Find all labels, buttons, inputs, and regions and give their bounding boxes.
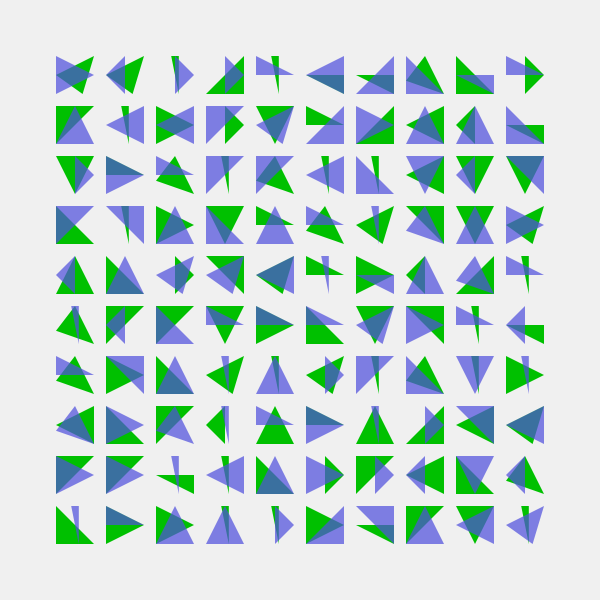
background bbox=[0, 0, 600, 600]
triangle-grid-artwork bbox=[0, 0, 600, 600]
